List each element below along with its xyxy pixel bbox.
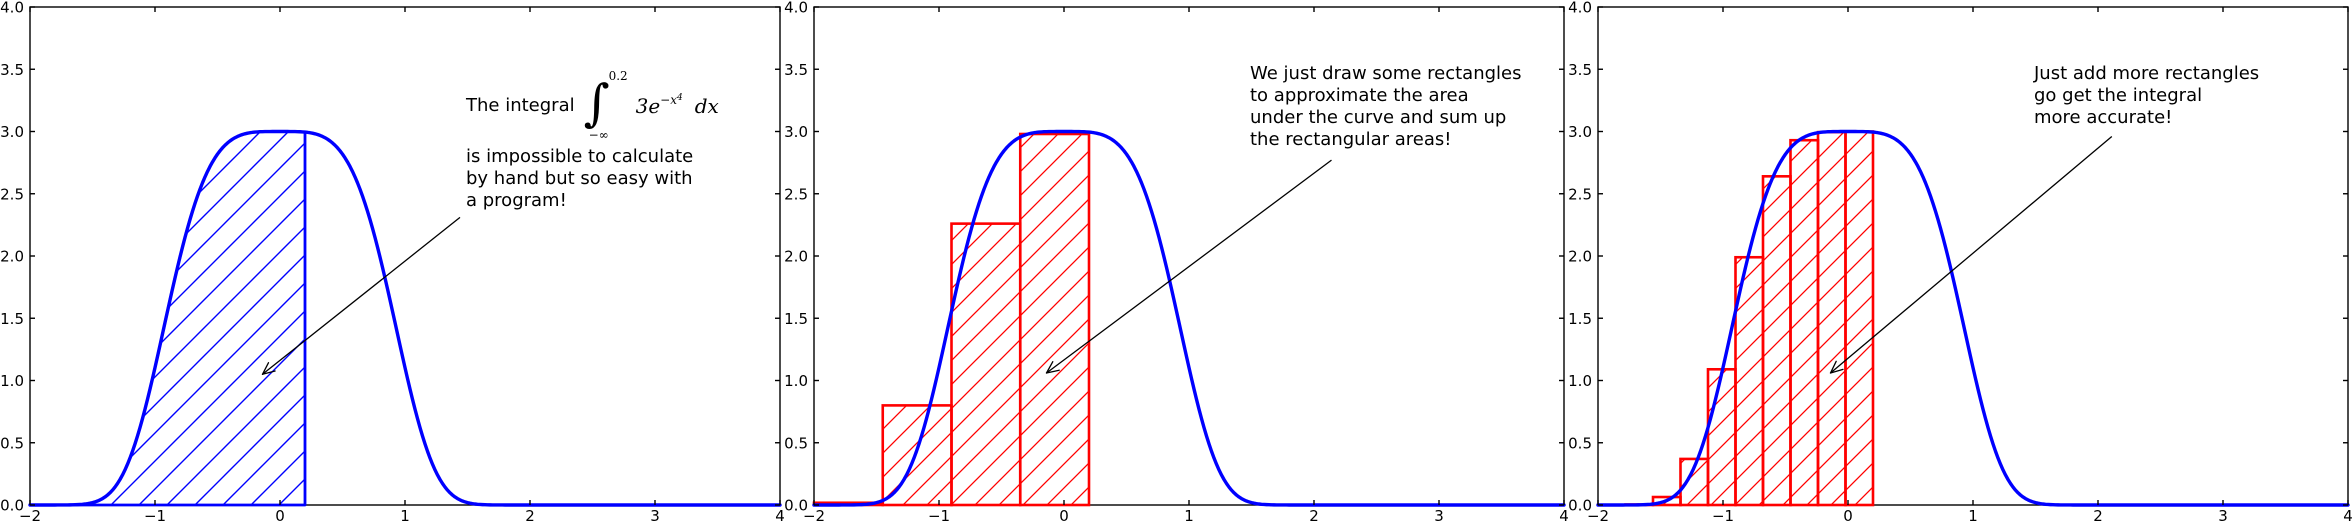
x-tick-label: 1	[1968, 507, 1978, 524]
x-tick-label: 0	[1059, 507, 1069, 524]
annotation-line: under the curve and sum up	[1250, 107, 1507, 128]
annotation-line: is impossible to calculate	[466, 146, 694, 167]
annotation-line: go get the integral	[2034, 85, 2203, 106]
plot-canvas-exact: −2 −1 0 1 2 3 4 0.0 0.5 1.0 1.5 2.0 2.5 3.0 3.5 4.0	[0, 0, 785, 524]
formula-prefix: The integral	[466, 94, 575, 116]
annotation-line: by hand but so easy with	[466, 168, 693, 189]
panel-coarse-rectangles: −2 −1 0 1 2 3 4 0.0 0.5 1.0 1.5 2.0 2.5 3.0 3.5 4.0 We …	[784, 0, 1569, 524]
annotation-line: more accurate!	[2034, 107, 2173, 128]
integral-sign: 0.2 ∫ −∞	[583, 69, 632, 142]
annotation-arrow-head	[1829, 360, 1837, 374]
y-tick-label: 3.5	[0, 61, 24, 79]
annotation-line: We just draw some rectangles	[1250, 63, 1522, 84]
approximation-rectangle	[950, 222, 1022, 507]
y-tick-label: 0.5	[0, 434, 24, 452]
y-tick-label: 1.5	[784, 310, 808, 328]
x-tick-label: 1	[400, 507, 410, 524]
approximation-rectangle	[1844, 130, 1875, 507]
x-tick-label: 1	[1184, 507, 1194, 524]
x-tick-label: −1	[1712, 507, 1734, 524]
x-tick-label: 4	[775, 507, 785, 524]
integrand: 3e−x4 dx	[636, 93, 719, 118]
exponent-base: −x	[660, 92, 677, 107]
y-tick-label: 0.0	[0, 497, 24, 515]
y-tick-label: 3.0	[784, 123, 808, 141]
y-tick-label: 1.0	[0, 372, 24, 390]
approximation-rectangle	[1816, 130, 1847, 507]
annotation-exact: The integral 0.2 ∫ −∞ 3e−x4 dx is impossi…	[466, 69, 719, 212]
integral-formula: The integral 0.2 ∫ −∞ 3e−x4 dx	[466, 69, 719, 142]
annotation-coarse: We just draw some rectangles to approxim…	[1250, 63, 1521, 151]
y-tick-label: 1.5	[1568, 310, 1592, 328]
y-tick-label: 0.5	[784, 434, 808, 452]
annotation-line: the rectangular areas!	[1250, 129, 1452, 150]
x-tick-label: 0	[1843, 507, 1853, 524]
y-tick-label: 0.5	[1568, 434, 1592, 452]
x-tick-label: 2	[1309, 507, 1319, 524]
x-tick-label: 2	[2093, 507, 2103, 524]
exponent-power: 4	[677, 92, 683, 103]
y-tick-label: 0.0	[784, 497, 808, 515]
x-tick-label: 3	[650, 507, 660, 524]
plot-canvas-coarse: −2 −1 0 1 2 3 4 0.0 0.5 1.0 1.5 2.0 2.5 3.0 3.5 4.0	[784, 0, 1569, 524]
annotation-arrow-head	[261, 362, 270, 375]
x-tick-label: 4	[1559, 507, 1569, 524]
y-tick-label: 3.5	[1568, 61, 1592, 79]
annotation-line: Just add more rectangles	[2034, 63, 2260, 84]
x-tick-label: 4	[2343, 507, 2352, 524]
annotation-line: a program!	[466, 190, 567, 211]
annotation-line: to approximate the area	[1250, 85, 1469, 106]
y-tick-label: 2.0	[784, 248, 808, 266]
annotation-arrow-line	[1046, 159, 1332, 374]
annotation-arrow-head	[1045, 369, 1060, 374]
y-tick-label: 3.5	[784, 61, 808, 79]
annotation-arrow-line	[262, 216, 461, 375]
y-tick-label: 2.0	[1568, 248, 1592, 266]
integrand-coefficient: 3e	[635, 93, 661, 118]
x-tick-label: −2	[1587, 507, 1609, 524]
y-tick-label: 0.0	[1568, 497, 1592, 515]
y-tick-label: 2.0	[0, 248, 24, 266]
x-tick-label: −2	[803, 507, 825, 524]
integral-glyph: ∫	[583, 74, 610, 132]
annotation-arrow-head	[1045, 361, 1054, 374]
x-tick-label: −2	[19, 507, 41, 524]
integrand-exponent: −x4	[660, 93, 683, 107]
differential: dx	[694, 93, 719, 118]
y-tick-label: 3.0	[0, 123, 24, 141]
approximation-rectangle	[1789, 138, 1820, 507]
approximation-rectangle	[1761, 175, 1792, 507]
y-tick-label: 3.0	[1568, 123, 1592, 141]
approximation-rectangle	[1018, 132, 1091, 507]
y-tick-label: 4.0	[784, 0, 808, 17]
x-tick-label: 3	[2218, 507, 2228, 524]
y-tick-label: 4.0	[1568, 0, 1592, 17]
approximation-rectangle	[1734, 255, 1765, 507]
annotation-arrow-head	[261, 370, 276, 375]
annotation-arrow-line	[1830, 136, 2113, 374]
annotation-arrow-head	[1829, 368, 1844, 374]
annotation-fine: Just add more rectangles go get the inte…	[2034, 63, 2259, 129]
x-tick-label: 2	[525, 507, 535, 524]
plot-canvas-fine: −2 −1 0 1 2 3 4 0.0 0.5 1.0 1.5 2.0 2.5 3.0 3.5 4.0	[1568, 0, 2352, 524]
y-tick-label: 2.5	[784, 185, 808, 203]
x-tick-label: 3	[1434, 507, 1444, 524]
y-tick-label: 1.5	[0, 310, 24, 328]
x-tick-label: −1	[928, 507, 950, 524]
annotation-text-block: is impossible to calculate by hand but s…	[466, 146, 719, 212]
integral-lower-limit: −∞	[588, 128, 609, 142]
y-tick-label: 4.0	[0, 0, 24, 17]
approximation-rectangle	[881, 404, 953, 507]
y-tick-label: 2.5	[0, 185, 24, 203]
panel-fine-rectangles: −2 −1 0 1 2 3 4 0.0 0.5 1.0 1.5 2.0 2.5 3.0 3.5 4.0 Jus…	[1568, 0, 2352, 524]
x-tick-label: −1	[144, 507, 166, 524]
y-tick-label: 2.5	[1568, 185, 1592, 203]
approximation-rectangle	[1706, 367, 1737, 507]
y-tick-label: 1.0	[1568, 372, 1592, 390]
x-tick-label: 0	[275, 507, 285, 524]
panel-exact-integral: −2 −1 0 1 2 3 4 0.0 0.5 1.0 1.5 2.0 2.5 3.0 3.5 4.0 The…	[0, 0, 785, 524]
integral-upper-limit: 0.2	[608, 69, 628, 83]
y-tick-label: 1.0	[784, 372, 808, 390]
